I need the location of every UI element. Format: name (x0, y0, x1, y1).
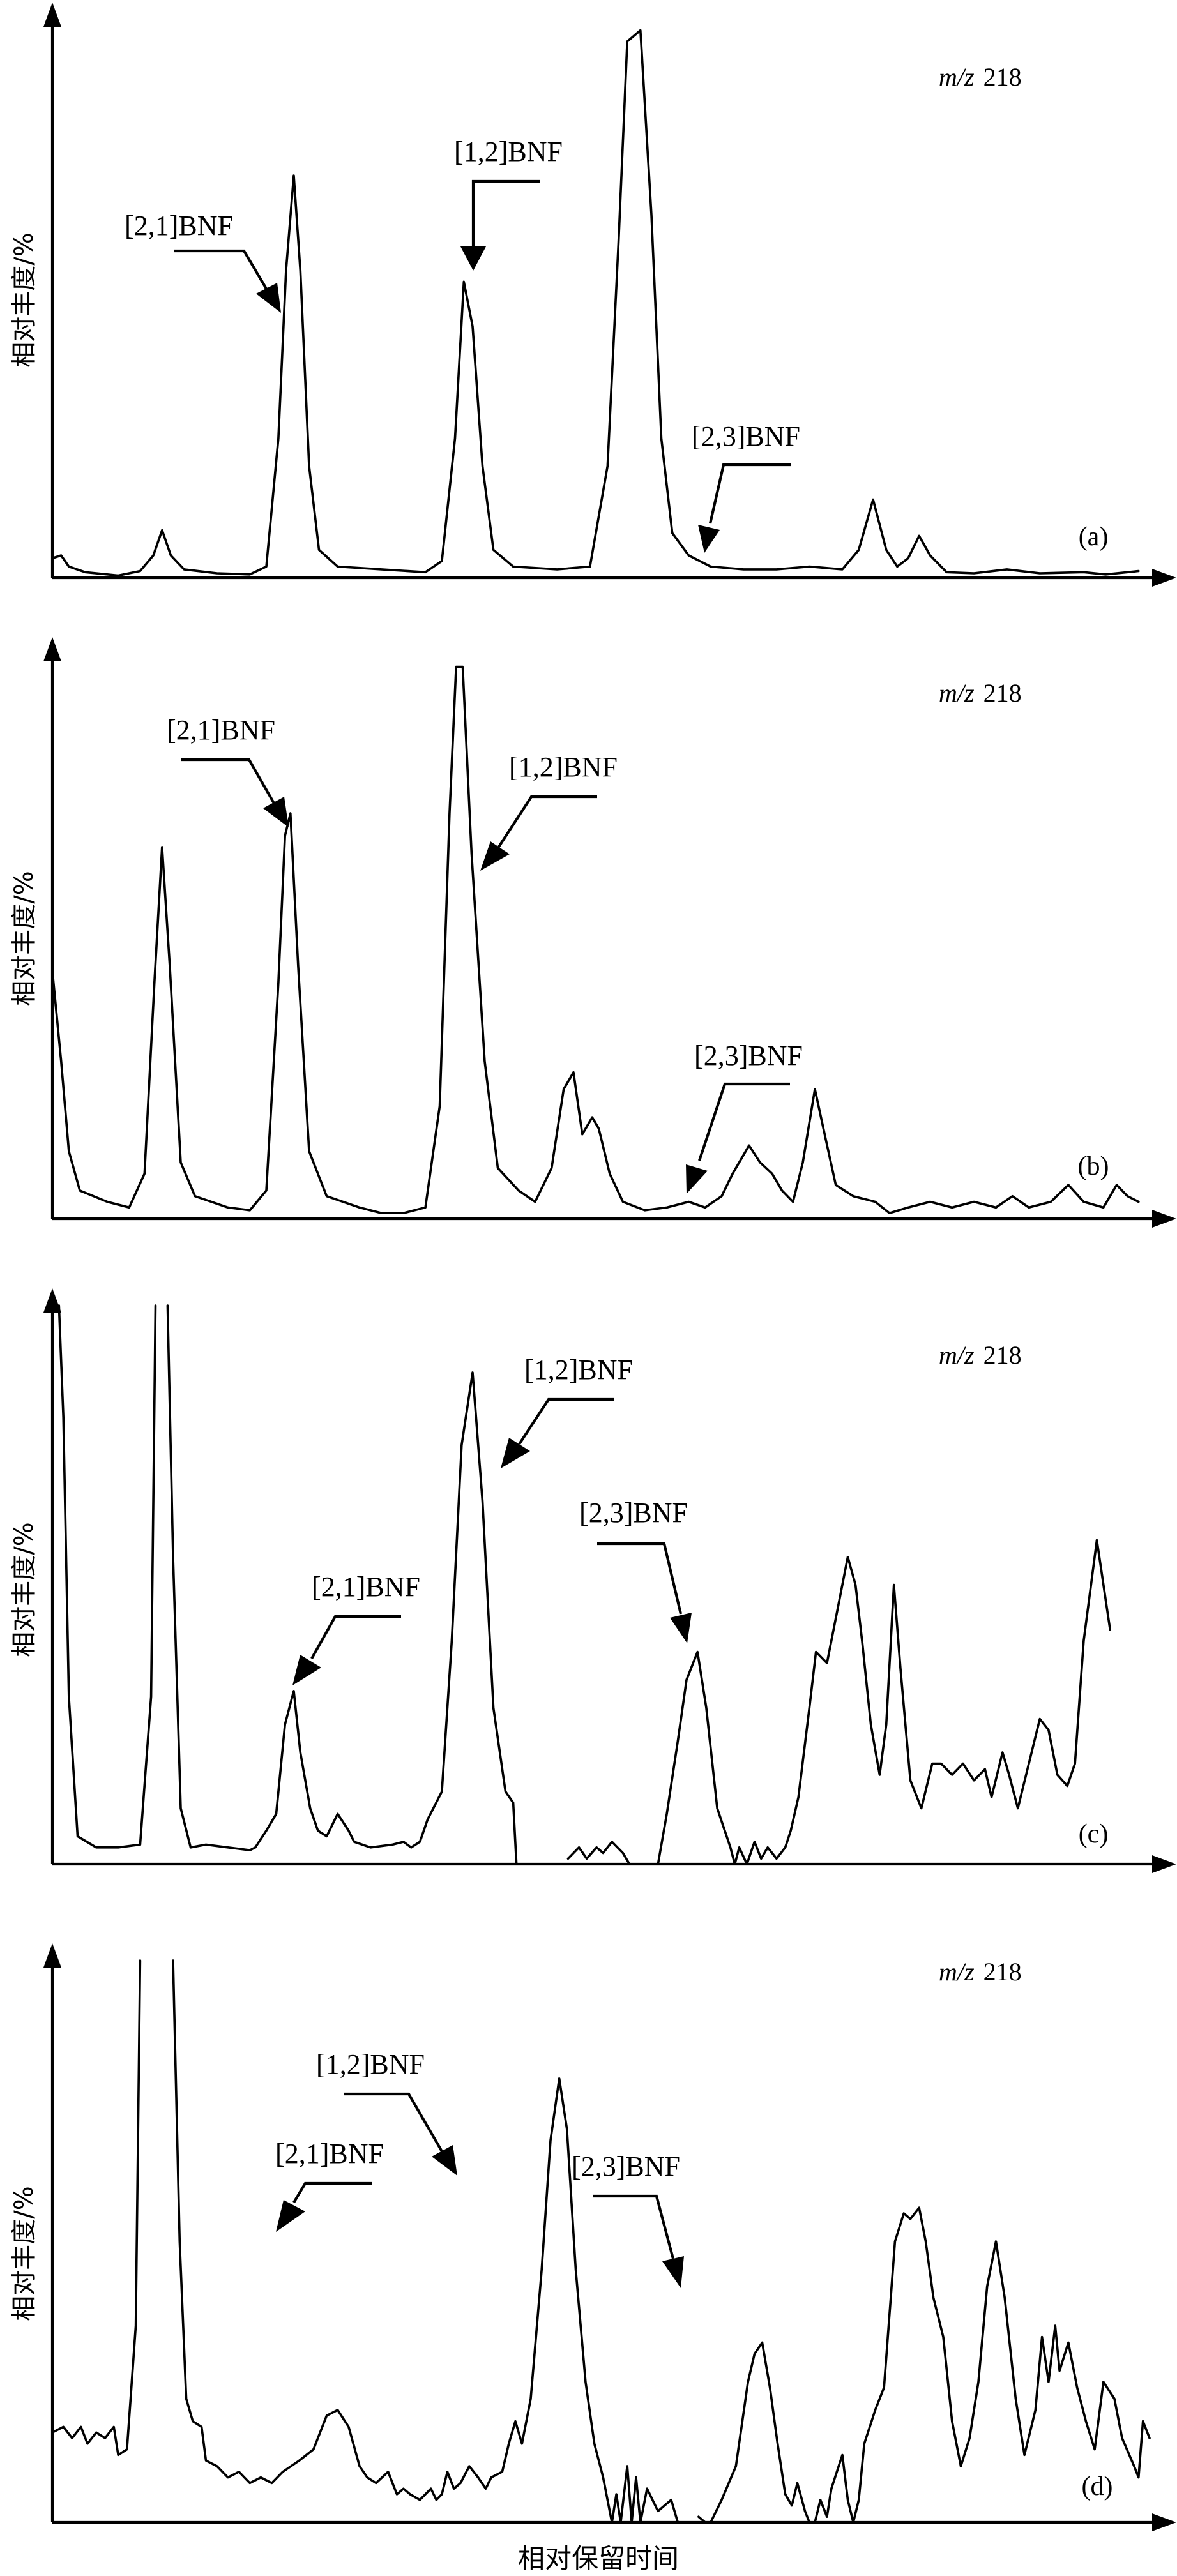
ion-label-a: m/z 218 (939, 63, 1022, 91)
annotation-leader-a-2 (471, 179, 540, 249)
trace-c-2 (166, 1304, 518, 1865)
trace-c-4 (657, 1539, 1111, 1865)
panel-a: 相对丰度/% m/z 218 (a) [2,1]BNF [1,2]BNF [2,3… (10, 3, 1176, 587)
ion-label-d: m/z 218 (939, 1957, 1022, 1986)
annotation-label-d-3: [2,3]BNF (572, 2151, 680, 2182)
annotation-leader-d-3 (593, 2194, 675, 2259)
ion-label-value-b: 218 (983, 679, 1022, 707)
trace-c-1 (57, 1304, 157, 1849)
panel-c: 相对丰度/% m/z 218 (c) [2,1]BNF [1,2]BNF [2,3… (10, 1288, 1176, 1873)
panel-label-d: (d) (1082, 2472, 1113, 2501)
x-axis-label-d: 相对保留时间 (518, 2543, 679, 2574)
annotation-leader-d-2 (344, 2092, 443, 2153)
annotation-label-b-1: [2,1]BNF (167, 714, 275, 746)
annotation-arrow-b-2 (480, 841, 510, 871)
x-axis-arrow-b (1152, 1210, 1176, 1228)
annotation-leader-c-3 (597, 1542, 683, 1615)
annotation-arrow-a-1 (256, 283, 281, 313)
trace-b-1 (51, 665, 1140, 1214)
annotations-c: [2,1]BNF [1,2]BNF [2,3]BNF (292, 1354, 692, 1685)
annotation-arrow-b-3 (686, 1164, 708, 1194)
annotation-label-d-2: [1,2]BNF (316, 2049, 425, 2080)
annotation-arrow-a-3 (698, 525, 720, 553)
annotation-leader-b-3 (698, 1082, 790, 1161)
annotations-b: [2,1]BNF [1,2]BNF [2,3]BNF (167, 714, 803, 1194)
panel-b: 相对丰度/% m/z 218 (b) [2,1]BNF [1,2]BNF [2,3… (10, 637, 1176, 1228)
annotations-a: [2,1]BNF [1,2]BNF [2,3]BNF (125, 136, 800, 553)
annotation-arrow-c-3 (670, 1613, 692, 1643)
y-axis-arrow-d (43, 1943, 61, 1968)
ion-label-mz-b: m/z (939, 679, 975, 707)
annotation-leader-b-2 (497, 795, 597, 849)
annotation-leader-a-1 (174, 249, 270, 294)
ion-label-mz-d: m/z (939, 1957, 975, 1986)
trace-d-3 (697, 2515, 706, 2524)
traces-d (51, 1959, 1151, 2524)
annotation-arrow-b-1 (263, 797, 289, 827)
annotation-arrow-d-2 (432, 2145, 457, 2176)
annotation-arrow-d-1 (276, 2200, 305, 2232)
annotation-leader-a-3 (708, 463, 791, 524)
ion-label-value-a: 218 (983, 63, 1022, 91)
x-axis-arrow-d (1152, 2513, 1176, 2531)
trace-d-4 (710, 2206, 1151, 2524)
annotation-label-c-3: [2,3]BNF (579, 1497, 688, 1528)
y-axis-label-a: 相对丰度/% (10, 232, 39, 367)
annotation-label-d-1: [2,1]BNF (275, 2138, 384, 2169)
annotation-arrow-c-2 (501, 1438, 530, 1468)
ion-label-value-d: 218 (983, 1957, 1022, 1986)
traces-c (57, 1304, 1111, 1865)
y-axis-arrow-a (43, 3, 61, 27)
annotation-leader-b-1 (181, 758, 276, 806)
ion-label-mz-a: m/z (939, 63, 975, 91)
annotation-label-b-2: [1,2]BNF (509, 751, 618, 783)
trace-c-3 (566, 1841, 631, 1865)
trace-a-1 (51, 29, 1140, 577)
annotation-label-a-3: [2,3]BNF (692, 421, 800, 452)
traces-a (51, 29, 1140, 577)
y-axis-label-c: 相对丰度/% (10, 1522, 39, 1657)
panel-d: 相对丰度/% m/z 218 (d) 相对保留时间 [2,1]BNF [1,2]B… (10, 1943, 1176, 2574)
trace-d-2 (172, 1959, 680, 2524)
ion-label-value-c: 218 (983, 1341, 1022, 1369)
annotation-label-b-3: [2,3]BNF (694, 1040, 803, 1071)
x-axis-arrow-a (1152, 569, 1176, 587)
annotation-leader-c-2 (518, 1397, 614, 1445)
annotation-leader-c-1 (310, 1615, 401, 1660)
annotation-label-a-2: [1,2]BNF (454, 136, 563, 167)
panel-label-a: (a) (1079, 522, 1109, 552)
ion-label-b: m/z 218 (939, 679, 1022, 707)
panel-label-b: (b) (1078, 1152, 1109, 1181)
traces-b (51, 665, 1140, 1214)
annotation-arrow-c-1 (292, 1655, 321, 1685)
annotation-label-c-1: [2,1]BNF (312, 1571, 420, 1602)
ion-label-mz-c: m/z (939, 1341, 975, 1369)
panel-label-c: (c) (1079, 1819, 1109, 1849)
y-axis-arrow-b (43, 637, 61, 661)
trace-d-1 (51, 1959, 142, 2457)
annotation-label-a-1: [2,1]BNF (125, 210, 233, 241)
annotations-d: [2,1]BNF [1,2]BNF [2,3]BNF (275, 2049, 684, 2288)
x-axis-arrow-c (1152, 1855, 1176, 1873)
y-axis-label-d: 相对丰度/% (10, 2186, 39, 2321)
y-axis-label-b: 相对丰度/% (10, 871, 39, 1006)
y-axis-arrow-c (43, 1288, 61, 1313)
annotation-arrow-d-3 (662, 2256, 684, 2288)
annotation-leader-d-1 (292, 2181, 372, 2204)
annotation-label-c-2: [1,2]BNF (524, 1354, 633, 1385)
annotation-arrow-a-2 (460, 246, 486, 271)
ion-label-c: m/z 218 (939, 1341, 1022, 1369)
